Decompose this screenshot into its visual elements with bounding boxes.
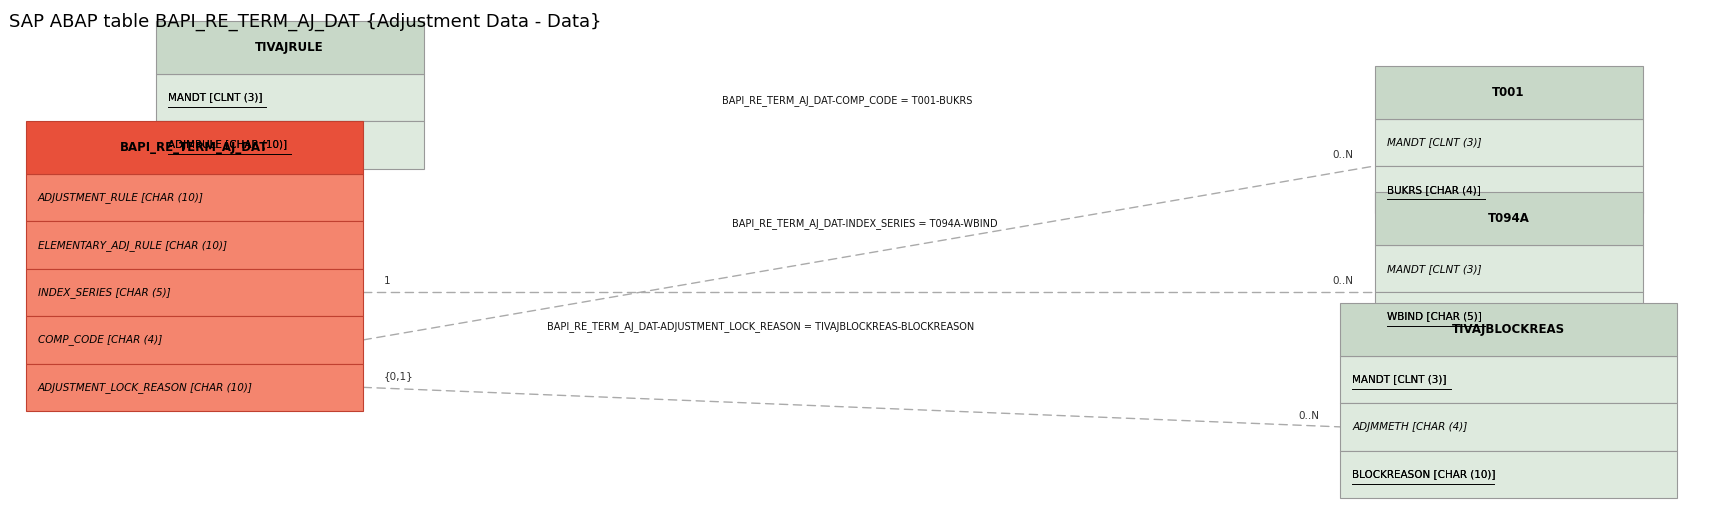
- Text: TIVAJBLOCKREAS: TIVAJBLOCKREAS: [1452, 323, 1565, 336]
- Text: ELEMENTARY_ADJ_RULE [CHAR (10)]: ELEMENTARY_ADJ_RULE [CHAR (10)]: [38, 240, 226, 250]
- FancyBboxPatch shape: [1340, 356, 1677, 403]
- FancyBboxPatch shape: [26, 221, 363, 269]
- Text: 1: 1: [384, 276, 391, 286]
- Text: TIVAJRULE: TIVAJRULE: [256, 41, 323, 54]
- Text: BUKRS [CHAR (4)]: BUKRS [CHAR (4)]: [1387, 185, 1480, 194]
- FancyBboxPatch shape: [1375, 292, 1643, 340]
- Text: MANDT [CLNT (3)]: MANDT [CLNT (3)]: [1387, 138, 1482, 147]
- Text: MANDT [CLNT (3)]: MANDT [CLNT (3)]: [168, 93, 263, 102]
- Text: MANDT [CLNT (3)]: MANDT [CLNT (3)]: [1387, 264, 1482, 274]
- Text: T001: T001: [1492, 86, 1525, 99]
- FancyBboxPatch shape: [26, 121, 363, 174]
- Text: ADJUSTMENT_RULE [CHAR (10)]: ADJUSTMENT_RULE [CHAR (10)]: [38, 192, 204, 203]
- Text: ADJMRULE [CHAR (10)]: ADJMRULE [CHAR (10)]: [168, 140, 287, 150]
- FancyBboxPatch shape: [1375, 192, 1643, 245]
- Text: SAP ABAP table BAPI_RE_TERM_AJ_DAT {Adjustment Data - Data}: SAP ABAP table BAPI_RE_TERM_AJ_DAT {Adju…: [9, 13, 602, 32]
- Text: ADJMRULE [CHAR (10)]: ADJMRULE [CHAR (10)]: [168, 140, 287, 150]
- FancyBboxPatch shape: [1375, 66, 1643, 119]
- FancyBboxPatch shape: [26, 364, 363, 411]
- Text: WBIND [CHAR (5)]: WBIND [CHAR (5)]: [1387, 311, 1482, 321]
- Text: MANDT [CLNT (3)]: MANDT [CLNT (3)]: [1352, 375, 1447, 384]
- FancyBboxPatch shape: [1375, 166, 1643, 213]
- Text: BAPI_RE_TERM_AJ_DAT: BAPI_RE_TERM_AJ_DAT: [121, 141, 268, 154]
- FancyBboxPatch shape: [1375, 119, 1643, 166]
- Text: 0..N: 0..N: [1298, 411, 1319, 421]
- Text: BAPI_RE_TERM_AJ_DAT-COMP_CODE = T001-BUKRS: BAPI_RE_TERM_AJ_DAT-COMP_CODE = T001-BUK…: [723, 95, 972, 105]
- Text: {0,1}: {0,1}: [384, 371, 413, 381]
- Text: BAPI_RE_TERM_AJ_DAT-INDEX_SERIES = T094A-WBIND: BAPI_RE_TERM_AJ_DAT-INDEX_SERIES = T094A…: [731, 219, 998, 229]
- FancyBboxPatch shape: [26, 316, 363, 364]
- FancyBboxPatch shape: [156, 74, 424, 121]
- Text: WBIND [CHAR (5)]: WBIND [CHAR (5)]: [1387, 311, 1482, 321]
- Text: BUKRS [CHAR (4)]: BUKRS [CHAR (4)]: [1387, 185, 1480, 194]
- FancyBboxPatch shape: [1340, 403, 1677, 451]
- FancyBboxPatch shape: [156, 121, 424, 169]
- Text: ADJMMETH [CHAR (4)]: ADJMMETH [CHAR (4)]: [1352, 422, 1468, 432]
- Text: MANDT [CLNT (3)]: MANDT [CLNT (3)]: [168, 93, 263, 102]
- Text: BAPI_RE_TERM_AJ_DAT-ADJUSTMENT_LOCK_REASON = TIVAJBLOCKREAS-BLOCKREASON: BAPI_RE_TERM_AJ_DAT-ADJUSTMENT_LOCK_REAS…: [546, 321, 975, 332]
- Text: BLOCKREASON [CHAR (10)]: BLOCKREASON [CHAR (10)]: [1352, 470, 1496, 479]
- FancyBboxPatch shape: [26, 269, 363, 316]
- Text: COMP_CODE [CHAR (4)]: COMP_CODE [CHAR (4)]: [38, 335, 163, 345]
- Text: T094A: T094A: [1487, 212, 1530, 225]
- FancyBboxPatch shape: [1375, 245, 1643, 292]
- Text: INDEX_SERIES [CHAR (5)]: INDEX_SERIES [CHAR (5)]: [38, 287, 171, 298]
- FancyBboxPatch shape: [1340, 303, 1677, 356]
- Text: 0..N: 0..N: [1333, 276, 1354, 286]
- FancyBboxPatch shape: [26, 174, 363, 221]
- FancyBboxPatch shape: [1340, 451, 1677, 498]
- Text: MANDT [CLNT (3)]: MANDT [CLNT (3)]: [1352, 375, 1447, 384]
- Text: BLOCKREASON [CHAR (10)]: BLOCKREASON [CHAR (10)]: [1352, 470, 1496, 479]
- Text: ADJUSTMENT_LOCK_REASON [CHAR (10)]: ADJUSTMENT_LOCK_REASON [CHAR (10)]: [38, 382, 252, 393]
- FancyBboxPatch shape: [156, 21, 424, 74]
- Text: 0..N: 0..N: [1333, 150, 1354, 160]
